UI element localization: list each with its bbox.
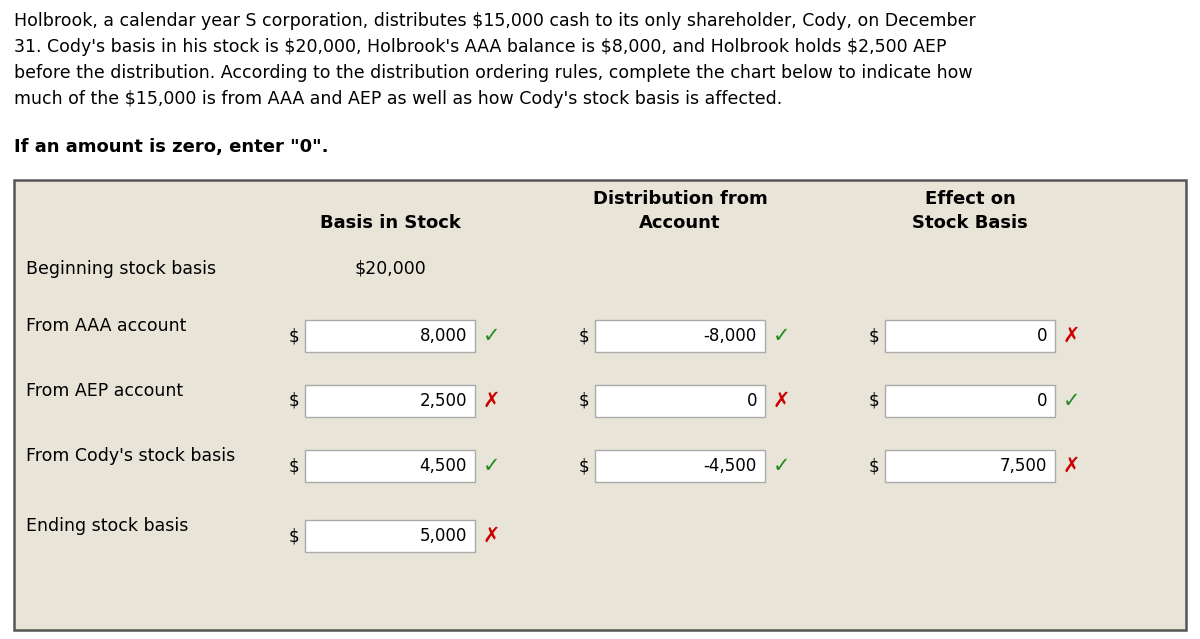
Text: ✗: ✗ — [482, 391, 500, 411]
Text: Distribution from: Distribution from — [593, 190, 767, 208]
Text: $: $ — [288, 457, 299, 475]
Text: ✗: ✗ — [1063, 456, 1080, 476]
Text: 0: 0 — [1037, 392, 1046, 410]
Text: 8,000: 8,000 — [420, 327, 467, 345]
Text: $: $ — [288, 392, 299, 410]
Text: Ending stock basis: Ending stock basis — [26, 517, 188, 535]
Bar — [595, 450, 766, 482]
Text: $20,000: $20,000 — [354, 260, 426, 278]
Bar — [595, 385, 766, 417]
Text: ✓: ✓ — [482, 326, 500, 346]
Text: $: $ — [578, 392, 589, 410]
Bar — [305, 385, 475, 417]
Text: $: $ — [288, 327, 299, 345]
Text: ✓: ✓ — [1063, 391, 1080, 411]
Text: $: $ — [578, 457, 589, 475]
Text: 4,500: 4,500 — [420, 457, 467, 475]
Text: ✗: ✗ — [482, 526, 500, 546]
Bar — [14, 180, 1186, 630]
Text: Stock Basis: Stock Basis — [912, 214, 1028, 232]
Text: From Cody's stock basis: From Cody's stock basis — [26, 447, 235, 465]
Text: -4,500: -4,500 — [703, 457, 757, 475]
Text: 31. Cody's basis in his stock is $20,000, Holbrook's AAA balance is $8,000, and : 31. Cody's basis in his stock is $20,000… — [14, 38, 947, 56]
Text: If an amount is zero, enter "0".: If an amount is zero, enter "0". — [14, 138, 329, 156]
Text: $: $ — [288, 527, 299, 545]
Text: ✓: ✓ — [482, 456, 500, 476]
Bar — [595, 320, 766, 352]
Bar — [886, 320, 1055, 352]
Bar — [886, 450, 1055, 482]
Text: Holbrook, a calendar year S corporation, distributes $15,000 cash to its only sh: Holbrook, a calendar year S corporation,… — [14, 12, 976, 30]
Text: $: $ — [869, 327, 878, 345]
Text: Basis in Stock: Basis in Stock — [319, 214, 461, 232]
Text: before the distribution. According to the distribution ordering rules, complete : before the distribution. According to th… — [14, 64, 973, 82]
Text: ✓: ✓ — [773, 456, 791, 476]
Text: From AEP account: From AEP account — [26, 382, 184, 400]
Bar — [305, 520, 475, 552]
Text: ✗: ✗ — [773, 391, 791, 411]
Text: Account: Account — [640, 214, 721, 232]
Text: 0: 0 — [1037, 327, 1046, 345]
Text: 5,000: 5,000 — [420, 527, 467, 545]
Text: 0: 0 — [746, 392, 757, 410]
Text: ✓: ✓ — [773, 326, 791, 346]
Text: much of the $15,000 is from AAA and AEP as well as how Cody's stock basis is aff: much of the $15,000 is from AAA and AEP … — [14, 90, 782, 108]
Bar — [886, 385, 1055, 417]
Text: Beginning stock basis: Beginning stock basis — [26, 260, 216, 278]
Text: Effect on: Effect on — [925, 190, 1015, 208]
Text: $: $ — [578, 327, 589, 345]
Text: -8,000: -8,000 — [703, 327, 757, 345]
Text: $: $ — [869, 392, 878, 410]
Text: 7,500: 7,500 — [1000, 457, 1046, 475]
Text: 2,500: 2,500 — [420, 392, 467, 410]
Text: $: $ — [869, 457, 878, 475]
Bar — [305, 320, 475, 352]
Text: From AAA account: From AAA account — [26, 317, 186, 335]
Text: ✗: ✗ — [1063, 326, 1080, 346]
Bar — [305, 450, 475, 482]
